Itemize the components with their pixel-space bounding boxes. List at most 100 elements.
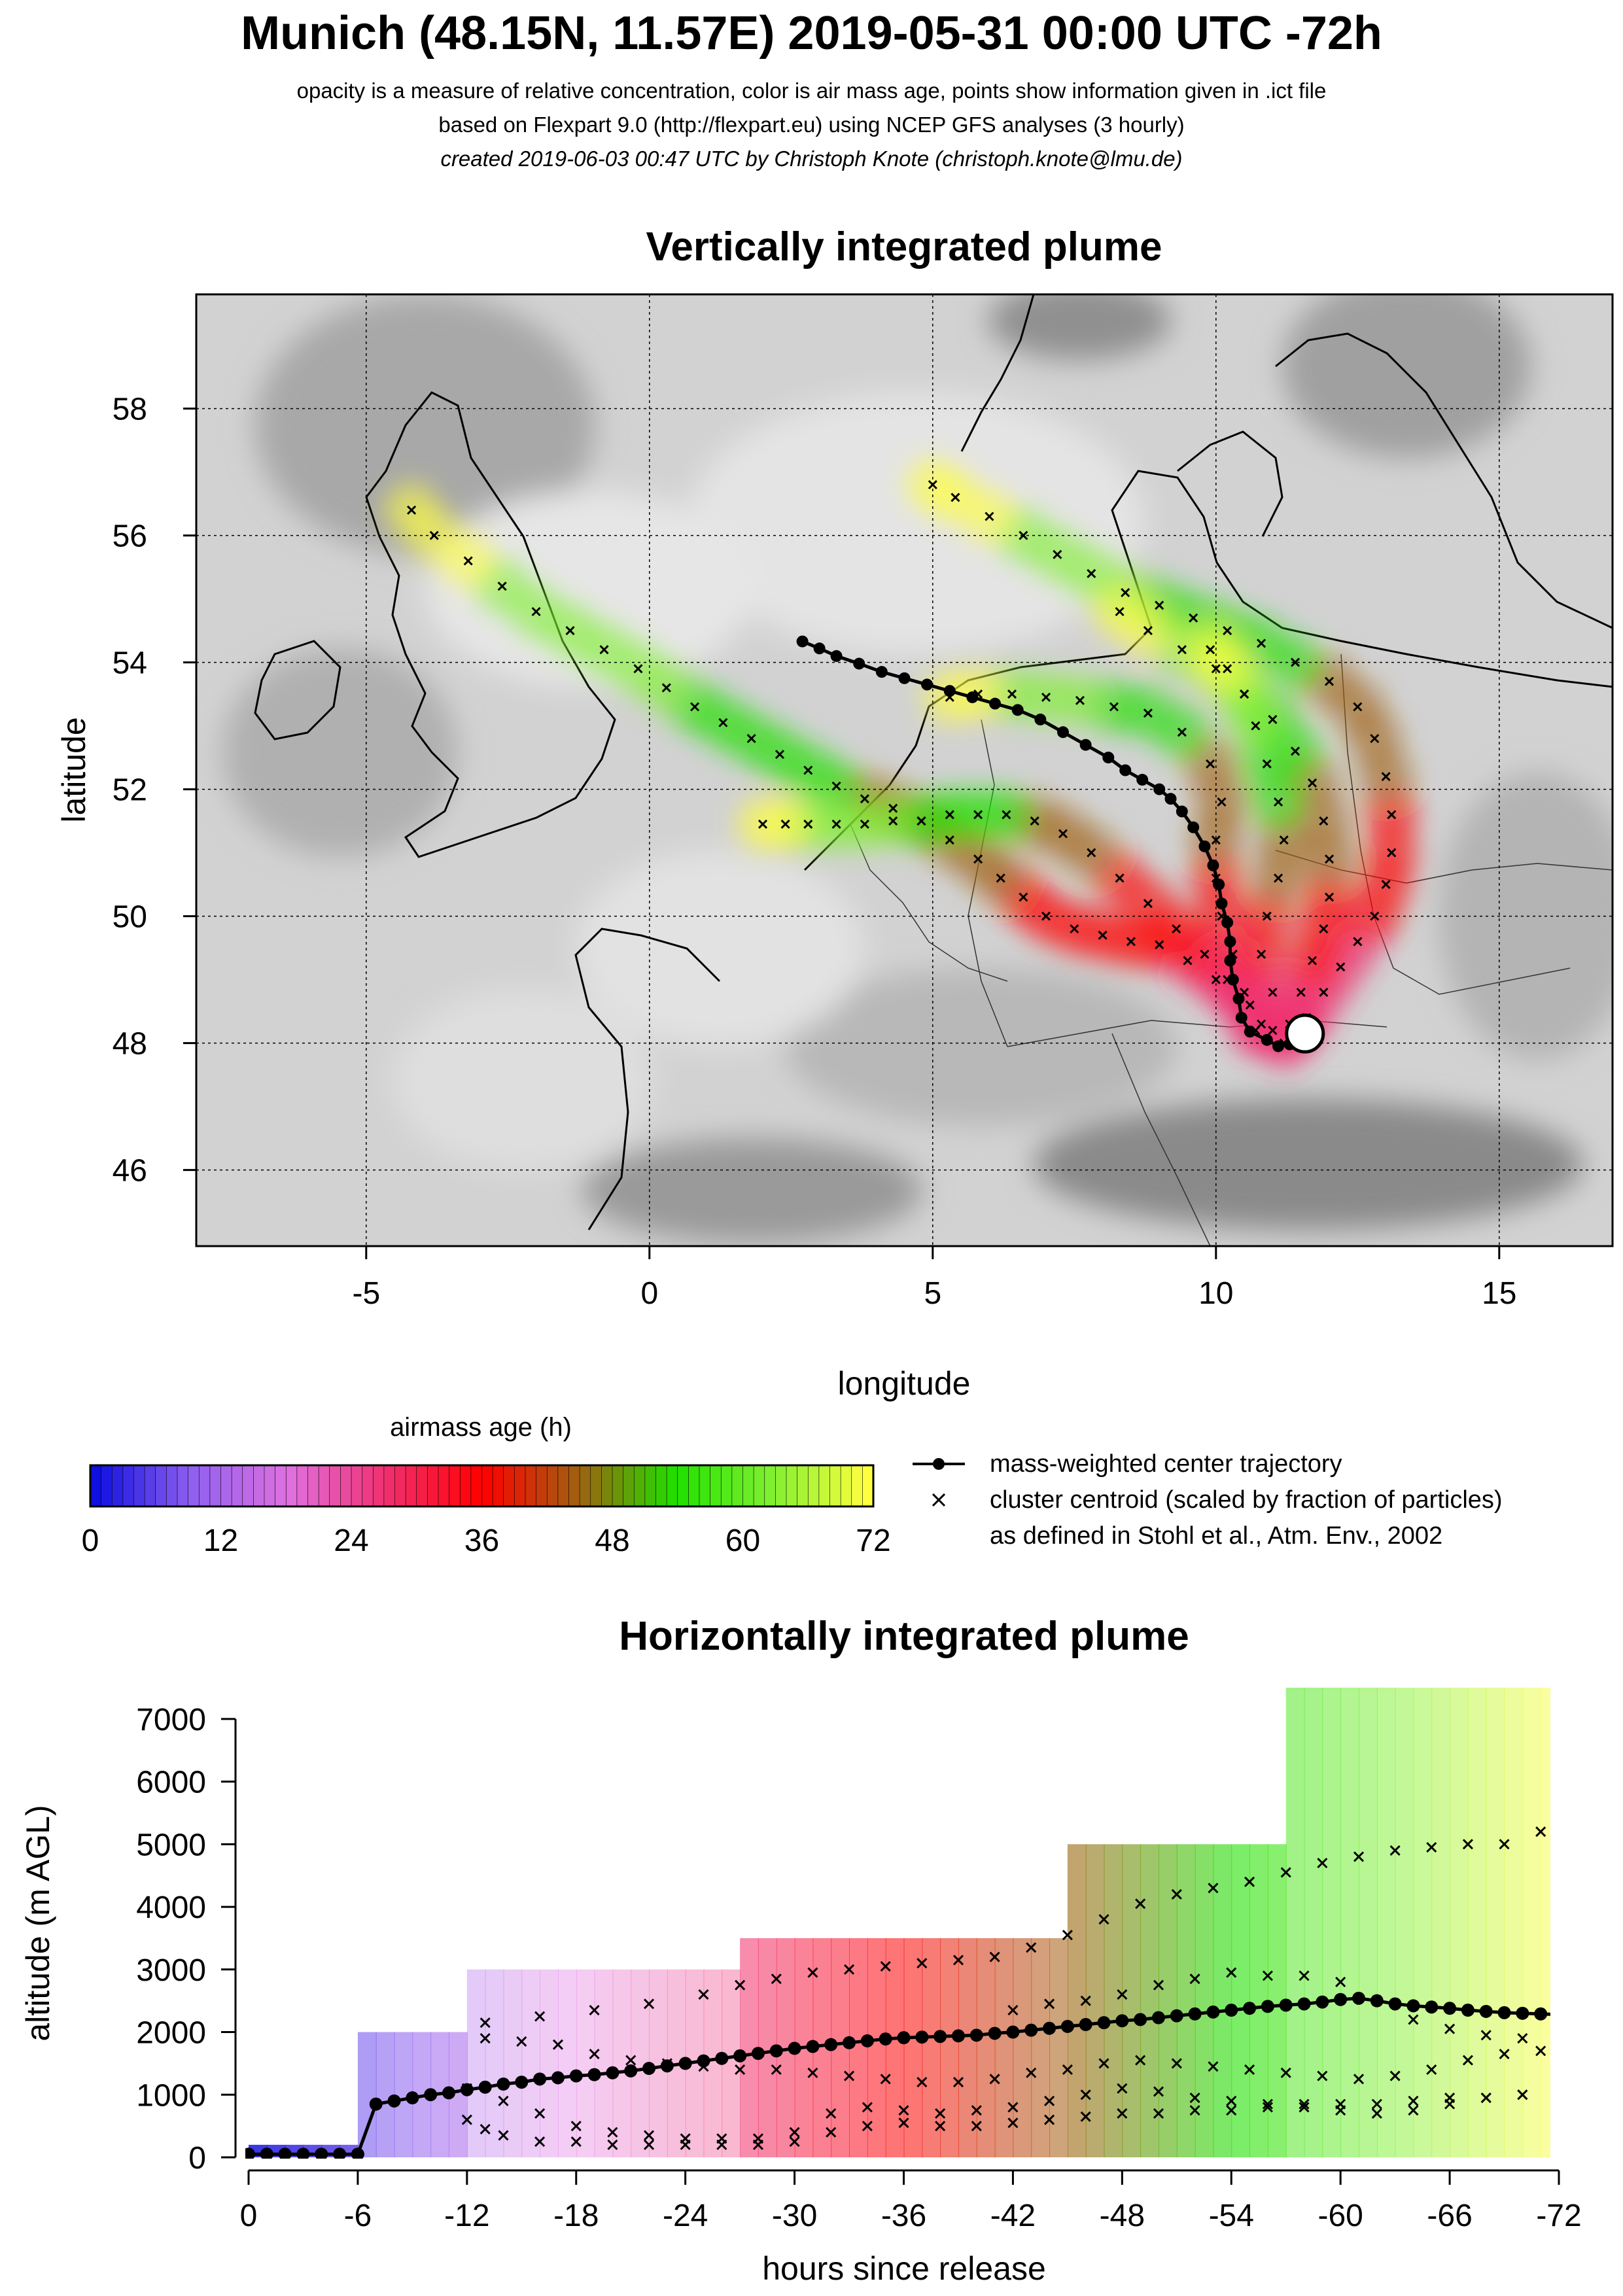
cross-stroke — [1189, 1974, 1200, 1985]
profile-trajectory-point — [751, 2047, 765, 2061]
map-cluster-centroid — [1381, 880, 1391, 890]
colorbar-cell — [253, 1465, 265, 1507]
legend-cross-symbol — [932, 1493, 946, 1507]
cross-stroke — [1080, 2089, 1091, 2100]
profile-trajectory-point — [1334, 1992, 1348, 2006]
map-cluster-centroid — [1257, 638, 1266, 648]
map-cluster-centroid — [1370, 911, 1380, 921]
profile-cluster-centroid — [1535, 2045, 1546, 2057]
map-cluster-centroid — [1268, 1026, 1278, 1035]
cross-stroke — [1426, 2064, 1437, 2076]
profile-trajectory-point — [1461, 2004, 1475, 2017]
map-cluster-centroid — [1319, 816, 1329, 826]
profile-cluster-centroid — [771, 1974, 782, 1985]
map-cluster-centroid — [1041, 692, 1051, 703]
profile-x-tick-label: -60 — [1318, 2199, 1363, 2233]
cross-stroke — [860, 819, 869, 829]
colorbar-cell — [666, 1465, 678, 1507]
profile-trajectory-point — [1279, 1998, 1293, 2012]
profile-trajectory-point — [715, 2051, 729, 2065]
cross-stroke — [1389, 1845, 1401, 1856]
map-cluster-centroid — [565, 626, 575, 636]
colorbar-cell — [177, 1465, 189, 1507]
map-trajectory-point — [921, 678, 934, 691]
cross-stroke — [1554, 2037, 1563, 2046]
profile-cluster-centroid — [880, 2074, 891, 2085]
profile-x-tick-label: -18 — [553, 2199, 599, 2233]
cross-stroke — [898, 2105, 909, 2116]
profile-age-cell — [976, 1938, 996, 2157]
cross-stroke — [789, 2136, 800, 2148]
colorbar-cell — [307, 1465, 319, 1507]
colorbar-cell — [438, 1465, 450, 1507]
cross-stroke — [1499, 1839, 1510, 1850]
map-cluster-centroid — [1290, 746, 1300, 756]
colorbar-cell — [318, 1465, 330, 1507]
cross-stroke — [1208, 2061, 1219, 2072]
cross-stroke — [1408, 2095, 1419, 2106]
colorbar-cell — [133, 1465, 145, 1507]
profile-cluster-centroid — [1189, 1974, 1200, 1985]
colorbar-title: airmass age (h) — [390, 1413, 572, 1442]
profile-trajectory-point — [1206, 2005, 1220, 2019]
profile-cluster-centroid — [1444, 2023, 1456, 2034]
cross-stroke — [1153, 2108, 1164, 2119]
cross-stroke — [565, 626, 575, 636]
map-cluster-centroid — [916, 816, 926, 826]
cross-stroke — [607, 2139, 618, 2150]
cross-stroke — [570, 2121, 582, 2132]
colorbar-cell — [862, 1465, 874, 1507]
colorbar-cell — [525, 1465, 537, 1507]
cross-stroke — [1019, 531, 1028, 540]
cross-stroke — [1098, 1914, 1109, 1925]
profile-trajectory-point — [915, 2030, 929, 2044]
cross-stroke — [1257, 638, 1266, 648]
map-cluster-centroid — [1172, 924, 1181, 934]
cross-stroke — [1211, 835, 1221, 845]
profile-cluster-centroid — [1244, 2064, 1255, 2076]
legend-label: as defined in Stohl et al., Atm. Env., 2… — [990, 1522, 1442, 1550]
colorbar-cell — [405, 1465, 417, 1507]
map-cluster-centroid — [1319, 924, 1329, 934]
cross-stroke — [916, 1958, 928, 1969]
map-axis-ticks: -5 0 5 10 15 46 48 50 52 54 56 58 — [113, 392, 1517, 1311]
cross-stroke — [1007, 2004, 1019, 2016]
map-frame — [195, 293, 1614, 1247]
profile-cluster-centroid — [1499, 2048, 1510, 2060]
cross-stroke — [831, 781, 841, 791]
cross-stroke — [1087, 568, 1096, 578]
map-cluster-centroid — [1109, 702, 1119, 712]
cross-stroke — [1189, 2092, 1200, 2104]
profile-age-cell — [940, 1938, 959, 2157]
profile-trajectory-point — [1352, 1991, 1365, 2005]
profile-cluster-centroid — [935, 2121, 946, 2132]
profile-trajectory-point — [1552, 2008, 1565, 2021]
cross-stroke — [1408, 2014, 1419, 2025]
map-cluster-centroid — [1019, 892, 1028, 902]
profile-trajectory-point — [478, 2080, 492, 2094]
cross-stroke — [862, 2121, 873, 2132]
cross-stroke — [973, 810, 983, 820]
profile-cluster-centroid — [1208, 2061, 1219, 2072]
profile-axes: 0 -6 -12 -18 -24 -30 -36 -42 -48 -54 -60 -66 -72 0 100… — [136, 1703, 1581, 2233]
profile-trajectory-point — [1425, 2000, 1439, 2014]
map-cluster-centroid — [1353, 702, 1363, 712]
cross-stroke — [1517, 2033, 1528, 2044]
profile-age-cell — [1504, 1688, 1524, 2157]
profile-cluster-centroid — [1117, 1989, 1128, 2000]
cross-stroke — [1206, 759, 1215, 769]
cross-stroke — [1223, 664, 1232, 674]
profile-cluster-centroid — [862, 2121, 873, 2132]
profile-trajectory-point — [260, 2148, 273, 2159]
profile-x-tick-label: 0 — [240, 2199, 258, 2233]
colorbar-cell — [655, 1465, 667, 1507]
legend-entry: as defined in Stohl et al., Atm. Env., 2… — [990, 1522, 1442, 1550]
profile-cluster-centroid — [698, 1989, 709, 2000]
cross-stroke — [1307, 778, 1318, 788]
colorbar-cell — [362, 1465, 374, 1507]
map-y-tick-label: 58 — [113, 392, 147, 427]
colorbar-cell — [122, 1465, 135, 1507]
profile-cluster-centroid — [643, 2139, 655, 2150]
map-cluster-centroid — [1223, 626, 1232, 636]
cross-stroke — [480, 2033, 491, 2044]
